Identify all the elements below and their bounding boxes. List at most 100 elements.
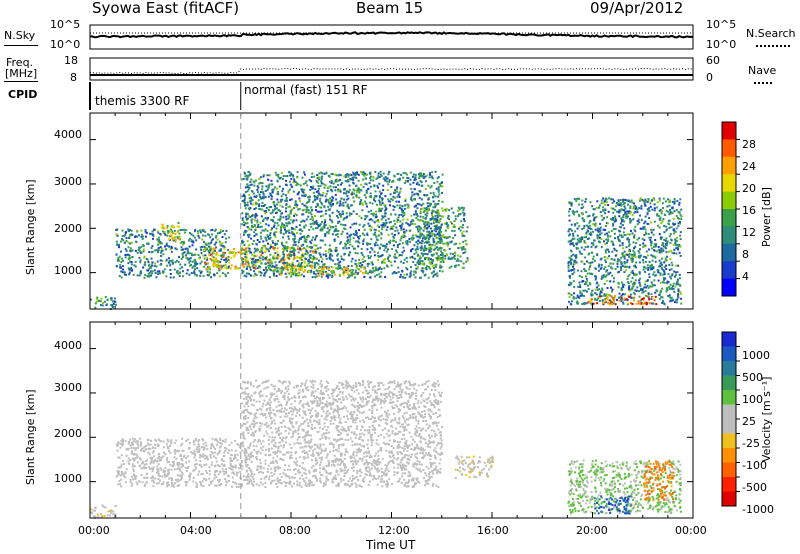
heatmap-cell <box>306 250 308 252</box>
heatmap-cell <box>254 208 256 210</box>
heatmap-cell <box>311 261 313 263</box>
heatmap-cell <box>437 177 439 179</box>
heatmap-cell <box>302 213 304 215</box>
heatmap-cell <box>424 227 426 229</box>
heatmap-cell <box>585 246 587 248</box>
heatmap-cell <box>276 264 278 266</box>
heatmap-cell <box>253 267 255 269</box>
heatmap-cell <box>362 226 364 228</box>
heatmap-cell <box>374 232 376 234</box>
heatmap-cell <box>309 212 311 214</box>
heatmap-cell <box>295 244 297 246</box>
heatmap-cell <box>352 172 354 174</box>
heatmap-cell <box>355 252 357 254</box>
heatmap-cell <box>120 241 122 243</box>
heatmap-cell <box>285 180 287 182</box>
heatmap-cell <box>419 260 421 262</box>
heatmap-cell <box>570 303 572 305</box>
heatmap-cell <box>109 515 111 517</box>
heatmap-cell <box>218 473 220 475</box>
heatmap-cell <box>380 193 382 195</box>
heatmap-cell <box>321 276 323 278</box>
heatmap-cell <box>394 206 396 208</box>
heatmap-cell <box>241 249 243 251</box>
heatmap-cell <box>442 234 444 236</box>
heatmap-cell <box>665 238 667 240</box>
heatmap-cell <box>290 178 292 180</box>
heatmap-cell <box>586 232 588 234</box>
heatmap-cell <box>381 175 383 177</box>
heatmap-cell <box>214 250 216 252</box>
heatmap-cell <box>645 290 647 292</box>
heatmap-cell <box>615 220 617 222</box>
heatmap-cell <box>434 225 436 227</box>
heatmap-cell <box>604 293 606 295</box>
heatmap-cell <box>430 187 432 189</box>
heatmap-cell <box>375 236 377 238</box>
heatmap-cell <box>328 274 330 276</box>
heatmap-cell <box>241 258 243 260</box>
heatmap-cell <box>322 192 324 194</box>
heatmap-cell <box>219 243 221 245</box>
heatmap-cell <box>635 256 637 258</box>
heatmap-cell <box>384 276 386 278</box>
heatmap-cell <box>346 190 348 192</box>
heatmap-cell <box>253 275 255 277</box>
heatmap-cell <box>628 241 630 243</box>
heatmap-cell <box>615 228 617 230</box>
heatmap-cell <box>399 178 401 180</box>
heatmap-cell <box>460 226 462 228</box>
heatmap-cell <box>271 227 273 229</box>
heatmap-cell <box>409 230 411 232</box>
heatmap-cell <box>417 266 419 268</box>
heatmap-cell <box>250 179 252 181</box>
heatmap-cell <box>282 226 284 228</box>
heatmap-cell <box>624 251 626 253</box>
heatmap-cell <box>146 463 148 465</box>
heatmap-cell <box>282 251 284 253</box>
heatmap-cell <box>433 220 435 222</box>
heatmap-cell <box>568 215 570 217</box>
heatmap-cell <box>638 237 640 239</box>
heatmap-cell <box>415 217 417 219</box>
heatmap-cell <box>157 261 159 263</box>
heatmap-cell <box>577 198 579 200</box>
heatmap-cell <box>589 215 591 217</box>
heatmap-cell <box>290 184 292 186</box>
heatmap-cell <box>369 225 371 227</box>
heatmap-cell <box>368 211 370 213</box>
heatmap-cell <box>182 229 184 231</box>
heatmap-cell <box>611 258 613 260</box>
heatmap-cell <box>577 238 579 240</box>
heatmap-cell <box>385 176 387 178</box>
heatmap-cell <box>425 176 427 178</box>
heatmap-cell <box>634 226 636 228</box>
heatmap-cell <box>220 229 222 231</box>
heatmap-cell <box>658 280 660 282</box>
heatmap-cell <box>581 292 583 294</box>
heatmap-cell <box>304 220 306 222</box>
heatmap-cell <box>281 266 283 268</box>
heatmap-cell <box>355 260 357 262</box>
heatmap-cell <box>300 185 302 187</box>
heatmap-cell <box>381 228 383 230</box>
heatmap-cell <box>285 194 287 196</box>
heatmap-cell <box>186 273 188 275</box>
heatmap-cell <box>243 178 245 180</box>
heatmap-cell <box>639 261 641 263</box>
heatmap-cell <box>417 182 419 184</box>
heatmap-cell <box>160 469 162 471</box>
heatmap-cell <box>577 303 579 305</box>
heatmap-cell <box>337 259 339 261</box>
heatmap-cell <box>293 255 295 257</box>
heatmap-cell <box>357 241 359 243</box>
heatmap-cell <box>449 236 451 238</box>
heatmap-cell <box>349 189 351 191</box>
heatmap-cell <box>674 286 676 288</box>
heatmap-cell <box>298 269 300 271</box>
heatmap-cell <box>302 191 304 193</box>
heatmap-cell <box>574 230 576 232</box>
heatmap-cell <box>285 218 287 220</box>
heatmap-cell <box>274 205 276 207</box>
heatmap-cell <box>353 183 355 185</box>
